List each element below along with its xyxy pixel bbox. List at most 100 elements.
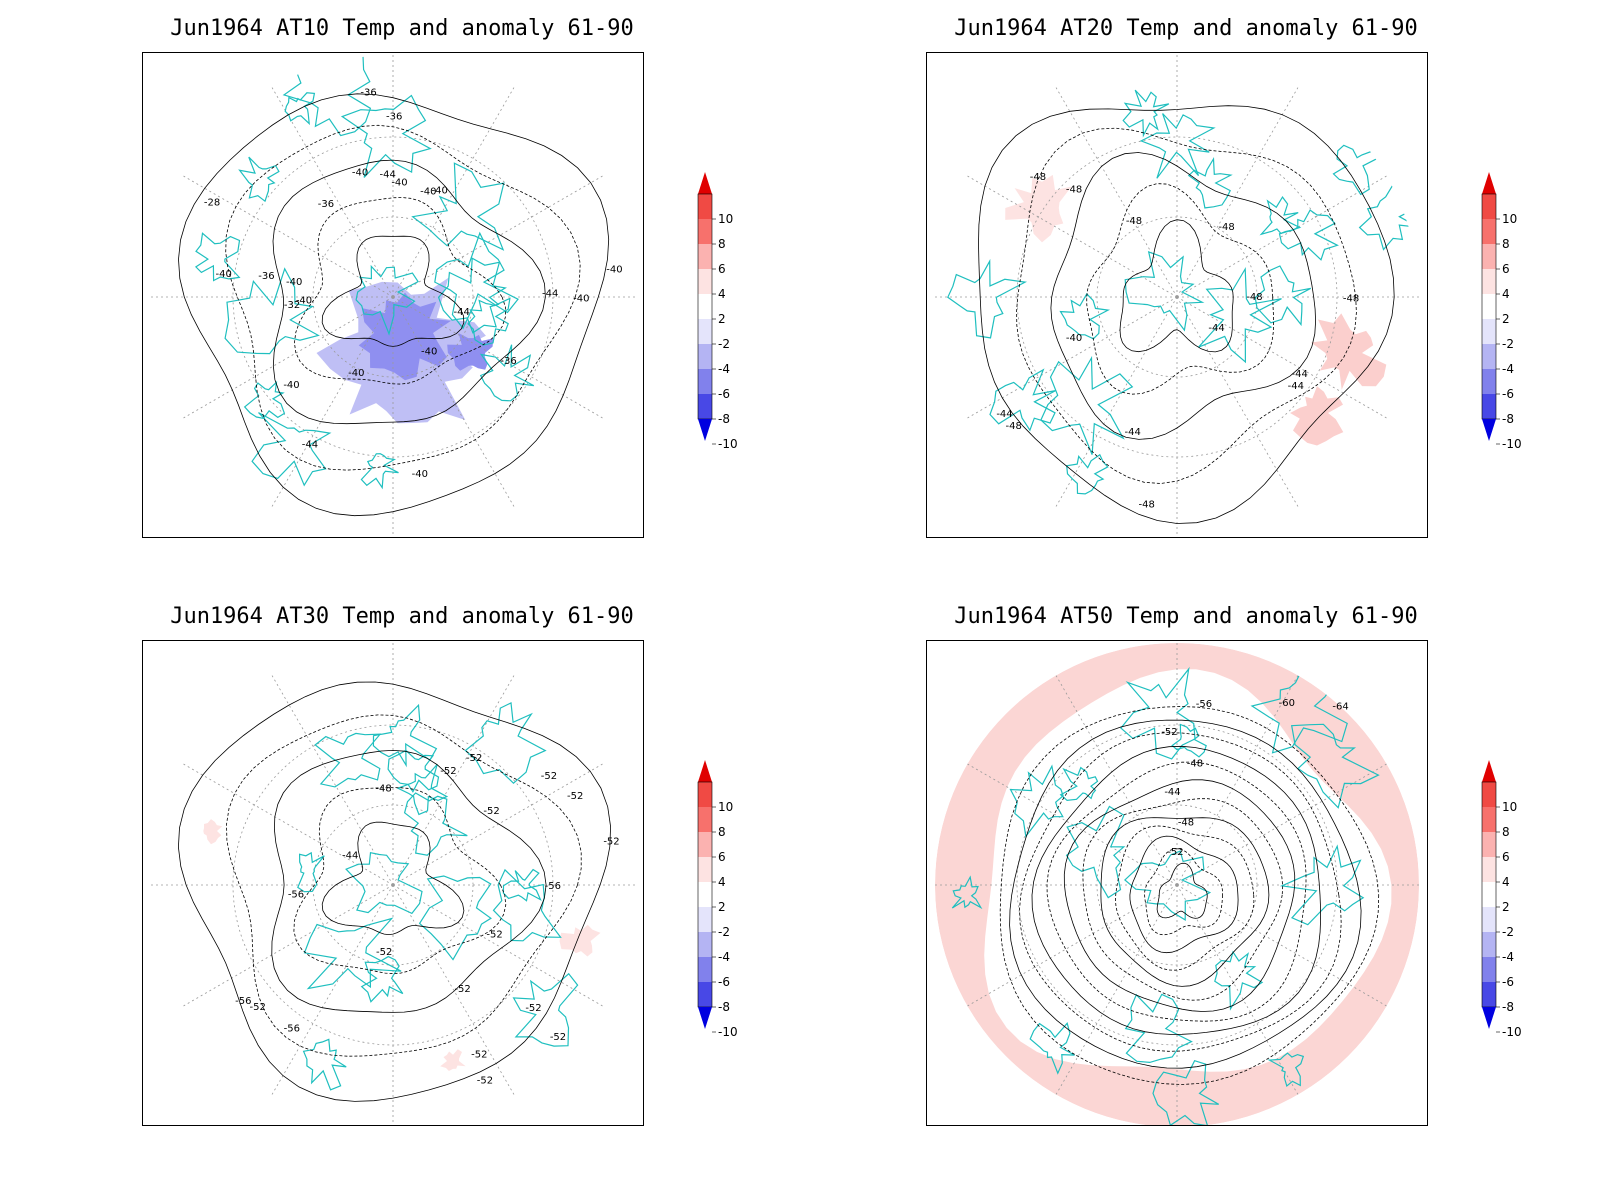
colorbar-svg: 10 8 6 4 2 -2 -4 -6 -8 -10 <box>697 172 738 451</box>
colorbar-tick-label: -4 <box>718 950 730 964</box>
coastlines <box>194 55 535 490</box>
contour-label: -52 <box>486 929 502 940</box>
contours <box>178 93 610 517</box>
contour-label: -52 <box>454 984 470 995</box>
contour-label: -44 <box>1288 381 1304 392</box>
contour-label: -56 <box>545 881 561 892</box>
contour-line <box>177 681 612 1102</box>
contour-label: -36 <box>318 199 334 210</box>
panel-title: Jun1964 AT10 Temp and anomaly 61-90 <box>170 16 634 41</box>
contour-label: -60 <box>1279 698 1295 709</box>
coastlines <box>947 89 1419 495</box>
colorbar-segment <box>698 832 712 857</box>
contour-label: -56 <box>288 890 304 901</box>
colorbar-segment <box>1482 219 1496 244</box>
contour-line <box>1019 732 1342 1052</box>
colorbar-segment <box>698 957 712 982</box>
colorbar-segment <box>1482 394 1496 419</box>
contour-label: -44 <box>380 170 396 181</box>
coastlines <box>297 701 579 1091</box>
contour-line <box>1115 825 1255 971</box>
colorbar-tick-label: 2 <box>1502 900 1510 914</box>
contour-label: -56 <box>284 1024 300 1035</box>
contour-label: -40 <box>606 265 622 276</box>
colorbar-bottom-arrow <box>698 1007 712 1029</box>
contours <box>978 105 1395 524</box>
contour-label: -48 <box>1139 499 1155 510</box>
colorbar-tick-label: 8 <box>718 237 726 251</box>
graticule <box>935 643 1419 1125</box>
contour-label: -64 <box>1332 701 1348 712</box>
contour-label: -52 <box>250 1002 266 1013</box>
contour-label: -52 <box>466 753 482 764</box>
contour-label: -44 <box>1292 369 1308 380</box>
contour-line <box>1046 761 1307 1022</box>
map-svg-at30: -56-52-52-52-52-52-52-56-52-52-44-48-52-… <box>151 643 635 1125</box>
contour-label: -40 <box>412 469 428 480</box>
anomaly-patch <box>1005 174 1072 243</box>
colorbar-segment <box>1482 982 1496 1007</box>
colorbar-tick-label: 4 <box>1502 287 1510 301</box>
contour-label: -44 <box>996 409 1012 420</box>
contour-label: -44 <box>302 440 318 451</box>
contour-line <box>226 714 582 1057</box>
contour-line <box>271 749 547 1013</box>
colorbar-tick-label: -10 <box>1502 437 1522 451</box>
colorbar-tick-label: -8 <box>718 1000 730 1014</box>
contour-label: -52 <box>477 1075 493 1086</box>
contour-line <box>225 124 581 471</box>
contour-label: -40 <box>432 185 448 196</box>
colorbar-tick-label: 8 <box>718 825 726 839</box>
contour-label: -40 <box>1066 333 1082 344</box>
contour-label: -52 <box>541 771 557 782</box>
contour-label: -48 <box>1006 421 1022 432</box>
contour-line <box>1016 127 1357 484</box>
colorbar-tick-label: 4 <box>718 875 726 889</box>
contour-label: -48 <box>1126 216 1142 227</box>
colorbar-tick-label: -8 <box>1502 412 1514 426</box>
colorbar-segment <box>1482 194 1496 219</box>
contour-label: -28 <box>204 197 220 208</box>
contour-line <box>293 787 507 975</box>
map-content <box>935 643 1419 1125</box>
contour-line <box>1063 779 1296 1012</box>
colorbar-tick-label: 6 <box>718 262 726 276</box>
colorbar-tick-label: -2 <box>1502 337 1514 351</box>
colorbar-tick-label: -6 <box>1502 975 1514 989</box>
colorbar-segment <box>698 882 712 907</box>
colorbar-segment <box>1482 957 1496 982</box>
panel-title: Jun1964 AT30 Temp and anomaly 61-90 <box>170 604 634 629</box>
colorbar-tick-label: -4 <box>1502 362 1514 376</box>
contour-line <box>1031 745 1322 1035</box>
contour-line <box>1119 219 1234 353</box>
colorbar-tick-label: -8 <box>1502 1000 1514 1014</box>
contour-label: -52 <box>1167 847 1183 858</box>
colorbar-tick-label: -2 <box>718 925 730 939</box>
contour-label: -48 <box>1246 292 1262 303</box>
contour-label: -36 <box>360 88 376 99</box>
colorbar-segment <box>698 369 712 394</box>
contour-label: -44 <box>454 307 470 318</box>
graticule <box>935 55 1419 537</box>
colorbar: 10 8 6 4 2 -2 -4 -6 -8 -10 <box>696 172 766 462</box>
anomaly-patch <box>1290 386 1344 446</box>
colorbar-segment <box>698 319 712 344</box>
colorbar-tick-label: -6 <box>718 387 730 401</box>
colorbar-tick-label: -2 <box>1502 925 1514 939</box>
contour-label: -48 <box>1066 185 1082 196</box>
colorbar-tick-label: -10 <box>718 437 738 451</box>
colorbar-segment <box>1482 269 1496 294</box>
panel-title: Jun1964 AT50 Temp and anomaly 61-90 <box>954 604 1418 629</box>
colorbar-tick-label: -4 <box>1502 950 1514 964</box>
colorbar-segment <box>698 782 712 807</box>
colorbar-segment <box>1482 807 1496 832</box>
anomaly-patch <box>1311 313 1387 390</box>
contour-label: -44 <box>1164 787 1180 798</box>
colorbar-segment <box>698 269 712 294</box>
colorbar-tick-label: 2 <box>718 312 726 326</box>
colorbar-segment <box>1482 244 1496 269</box>
anomaly-shading <box>203 819 601 1071</box>
colorbar-segment <box>1482 832 1496 857</box>
colorbar-segment <box>1482 369 1496 394</box>
contour-labels: -40-40-40-36-36-36-32-36-28-40 -44-40-36-… <box>204 88 623 480</box>
